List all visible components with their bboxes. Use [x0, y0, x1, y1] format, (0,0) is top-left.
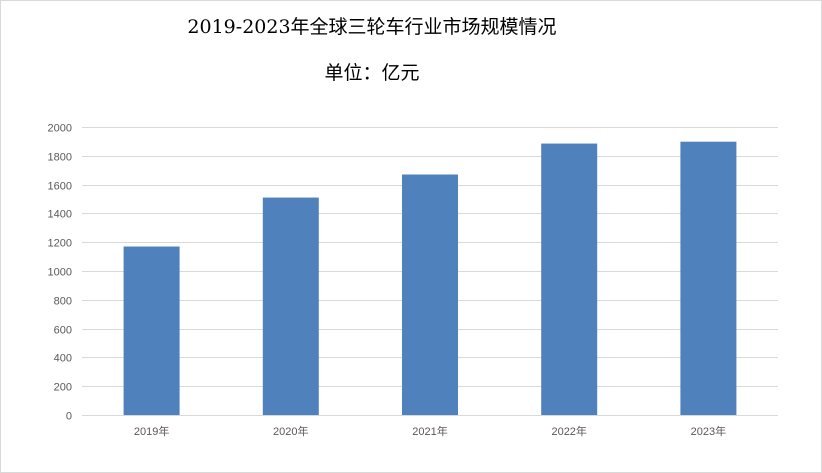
- y-tick-label: 1600: [48, 181, 72, 193]
- bar-5: [680, 141, 737, 416]
- y-tick-label: 1400: [48, 209, 72, 221]
- y-tick-label: 0: [66, 411, 72, 423]
- y-axis-ticks: 0 200 400 600 800 1000 1200 1400 1600 1800 2000: [48, 123, 72, 423]
- y-tick-label: 2000: [48, 123, 72, 135]
- y-tick-label: 1000: [48, 267, 72, 279]
- bars: [123, 141, 737, 416]
- x-tick-label: 2020年: [273, 424, 308, 438]
- chart-subtitle: 单位：亿元: [324, 62, 420, 84]
- bar-3: [402, 174, 458, 415]
- bar-4: [541, 143, 598, 415]
- y-tick-label: 1200: [48, 238, 72, 250]
- x-tick-label: 2021年: [412, 424, 447, 438]
- bar-1: [123, 246, 180, 415]
- y-tick-label: 1800: [48, 152, 72, 164]
- bar-2: [262, 197, 319, 415]
- y-tick-label: 600: [54, 325, 72, 337]
- x-tick-label: 2022年: [551, 424, 586, 438]
- chart-title: 2019-2023年全球三轮车行业市场规模情况: [187, 16, 557, 38]
- x-tick-label: 2019年: [134, 424, 169, 438]
- y-tick-label: 200: [54, 382, 72, 394]
- y-tick-label: 800: [54, 296, 72, 308]
- x-tick-label: 2023年: [691, 424, 726, 438]
- x-axis-ticks: 2019年 2020年 2021年 2022年 2023年: [134, 424, 726, 438]
- y-tick-label: 400: [54, 353, 72, 365]
